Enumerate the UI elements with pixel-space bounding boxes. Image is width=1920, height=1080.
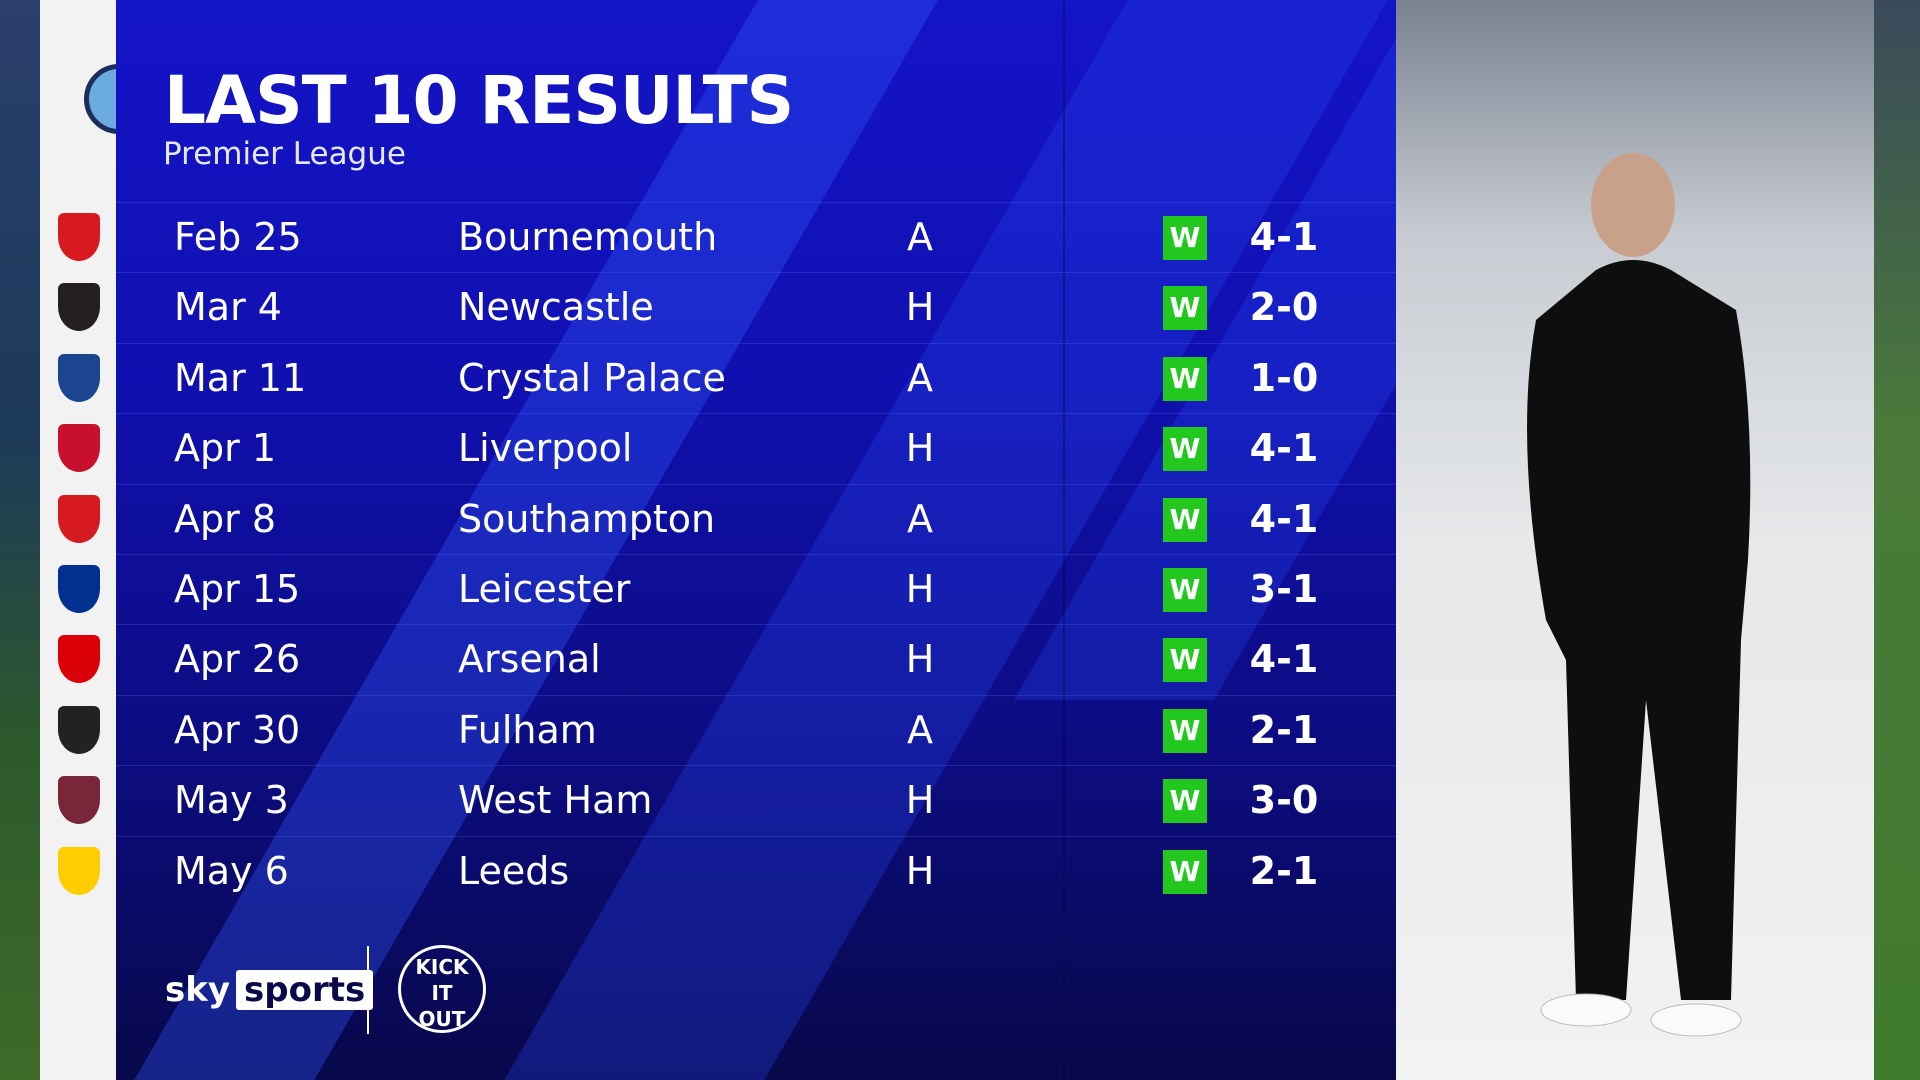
sky-logo-text: sky [165, 970, 231, 1010]
match-date: Mar 11 [174, 355, 307, 400]
score: 4-1 [1249, 496, 1319, 541]
result-badge: W [1163, 849, 1207, 894]
match-date: May 3 [174, 778, 289, 823]
result-row: Apr 26 Arsenal H W 4-1 [116, 624, 1396, 694]
result-row: Apr 8 Southampton A W 4-1 [116, 483, 1396, 554]
opponent-name: West Ham [458, 778, 653, 823]
result-badge: W [1163, 568, 1207, 612]
match-date: Apr 1 [174, 426, 276, 471]
kick-it-out-logo: KICK IT OUT [398, 945, 486, 1033]
opponent-name: Fulham [458, 707, 597, 752]
score: 2-1 [1249, 848, 1319, 893]
result-badge: W [1163, 638, 1207, 683]
result-badge: W [1163, 708, 1207, 753]
match-date: Apr 8 [174, 496, 276, 541]
venue: A [907, 707, 933, 752]
manager-photo [1396, 0, 1874, 1080]
score: 2-0 [1249, 285, 1319, 330]
result-badge: W [1163, 497, 1207, 542]
venue: H [905, 567, 935, 611]
result-row: Apr 30 Fulham A W 2-1 [116, 694, 1396, 765]
page-title: LAST 10 RESULTS [164, 62, 794, 139]
result-row: Mar 4 Newcastle H W 2-0 [116, 272, 1396, 342]
venue: H [905, 778, 935, 823]
match-date: May 6 [174, 848, 289, 893]
sky-sports-logo: sky sports [165, 970, 374, 1010]
result-row: Apr 15 Leicester H W 3-1 [116, 554, 1396, 624]
newcastle-crest-icon [58, 283, 100, 332]
competition-subtitle: Premier League [163, 136, 406, 172]
result-row: May 3 West Ham H W 3-0 [116, 765, 1396, 835]
manager-figure-icon [1527, 153, 1751, 1037]
result-badge: W [1163, 779, 1207, 824]
opponent-name: Bournemouth [458, 215, 718, 259]
venue: H [905, 848, 935, 893]
stadium-background-right [1874, 0, 1920, 1080]
crystal-palace-crest-icon [58, 353, 100, 402]
result-row: Apr 1 Liverpool H W 4-1 [116, 413, 1396, 483]
opponent-name: Leeds [458, 848, 570, 893]
result-row: Feb 25 Bournemouth A W 4-1 [116, 202, 1396, 272]
leicester-crest-icon [58, 565, 100, 613]
arsenal-crest-icon [58, 635, 100, 684]
match-date: Feb 25 [174, 215, 302, 259]
venue: H [905, 637, 935, 682]
venue: A [907, 496, 933, 541]
opponent-name: Leicester [458, 567, 631, 611]
fulham-crest-icon [58, 705, 100, 754]
score: 3-0 [1249, 778, 1319, 823]
score: 2-1 [1249, 707, 1319, 752]
result-badge: W [1163, 427, 1207, 472]
opponent-name: Newcastle [458, 285, 654, 330]
liverpool-crest-icon [58, 424, 100, 473]
venue: A [907, 215, 933, 259]
opponent-name: Southampton [458, 496, 716, 541]
score: 1-0 [1249, 355, 1319, 400]
sports-logo-text: sports [236, 970, 374, 1010]
panel-divider [1063, 0, 1065, 1080]
match-date: Mar 4 [174, 285, 282, 330]
result-row: May 6 Leeds H W 2-1 [116, 835, 1396, 906]
west-ham-crest-icon [58, 776, 100, 825]
match-date: Apr 26 [174, 637, 301, 682]
bournemouth-crest-icon [58, 213, 100, 261]
venue: A [907, 355, 933, 400]
opponent-name: Liverpool [458, 426, 633, 471]
venue: H [905, 426, 935, 471]
score: 4-1 [1249, 426, 1319, 471]
result-badge: W [1163, 356, 1207, 401]
opponent-name: Arsenal [458, 637, 601, 682]
stadium-background-left [0, 0, 40, 1080]
venue: H [905, 285, 935, 330]
result-row: Mar 11 Crystal Palace A W 1-0 [116, 342, 1396, 413]
southampton-crest-icon [58, 494, 100, 543]
score: 4-1 [1249, 215, 1319, 259]
match-date: Apr 30 [174, 707, 301, 752]
score: 3-1 [1249, 567, 1319, 611]
leeds-crest-icon [58, 846, 100, 895]
result-badge: W [1163, 286, 1207, 331]
footer-divider [367, 946, 369, 1034]
result-badge: W [1163, 216, 1207, 260]
match-date: Apr 15 [174, 567, 301, 611]
opponent-name: Crystal Palace [458, 355, 726, 400]
score: 4-1 [1249, 637, 1319, 682]
